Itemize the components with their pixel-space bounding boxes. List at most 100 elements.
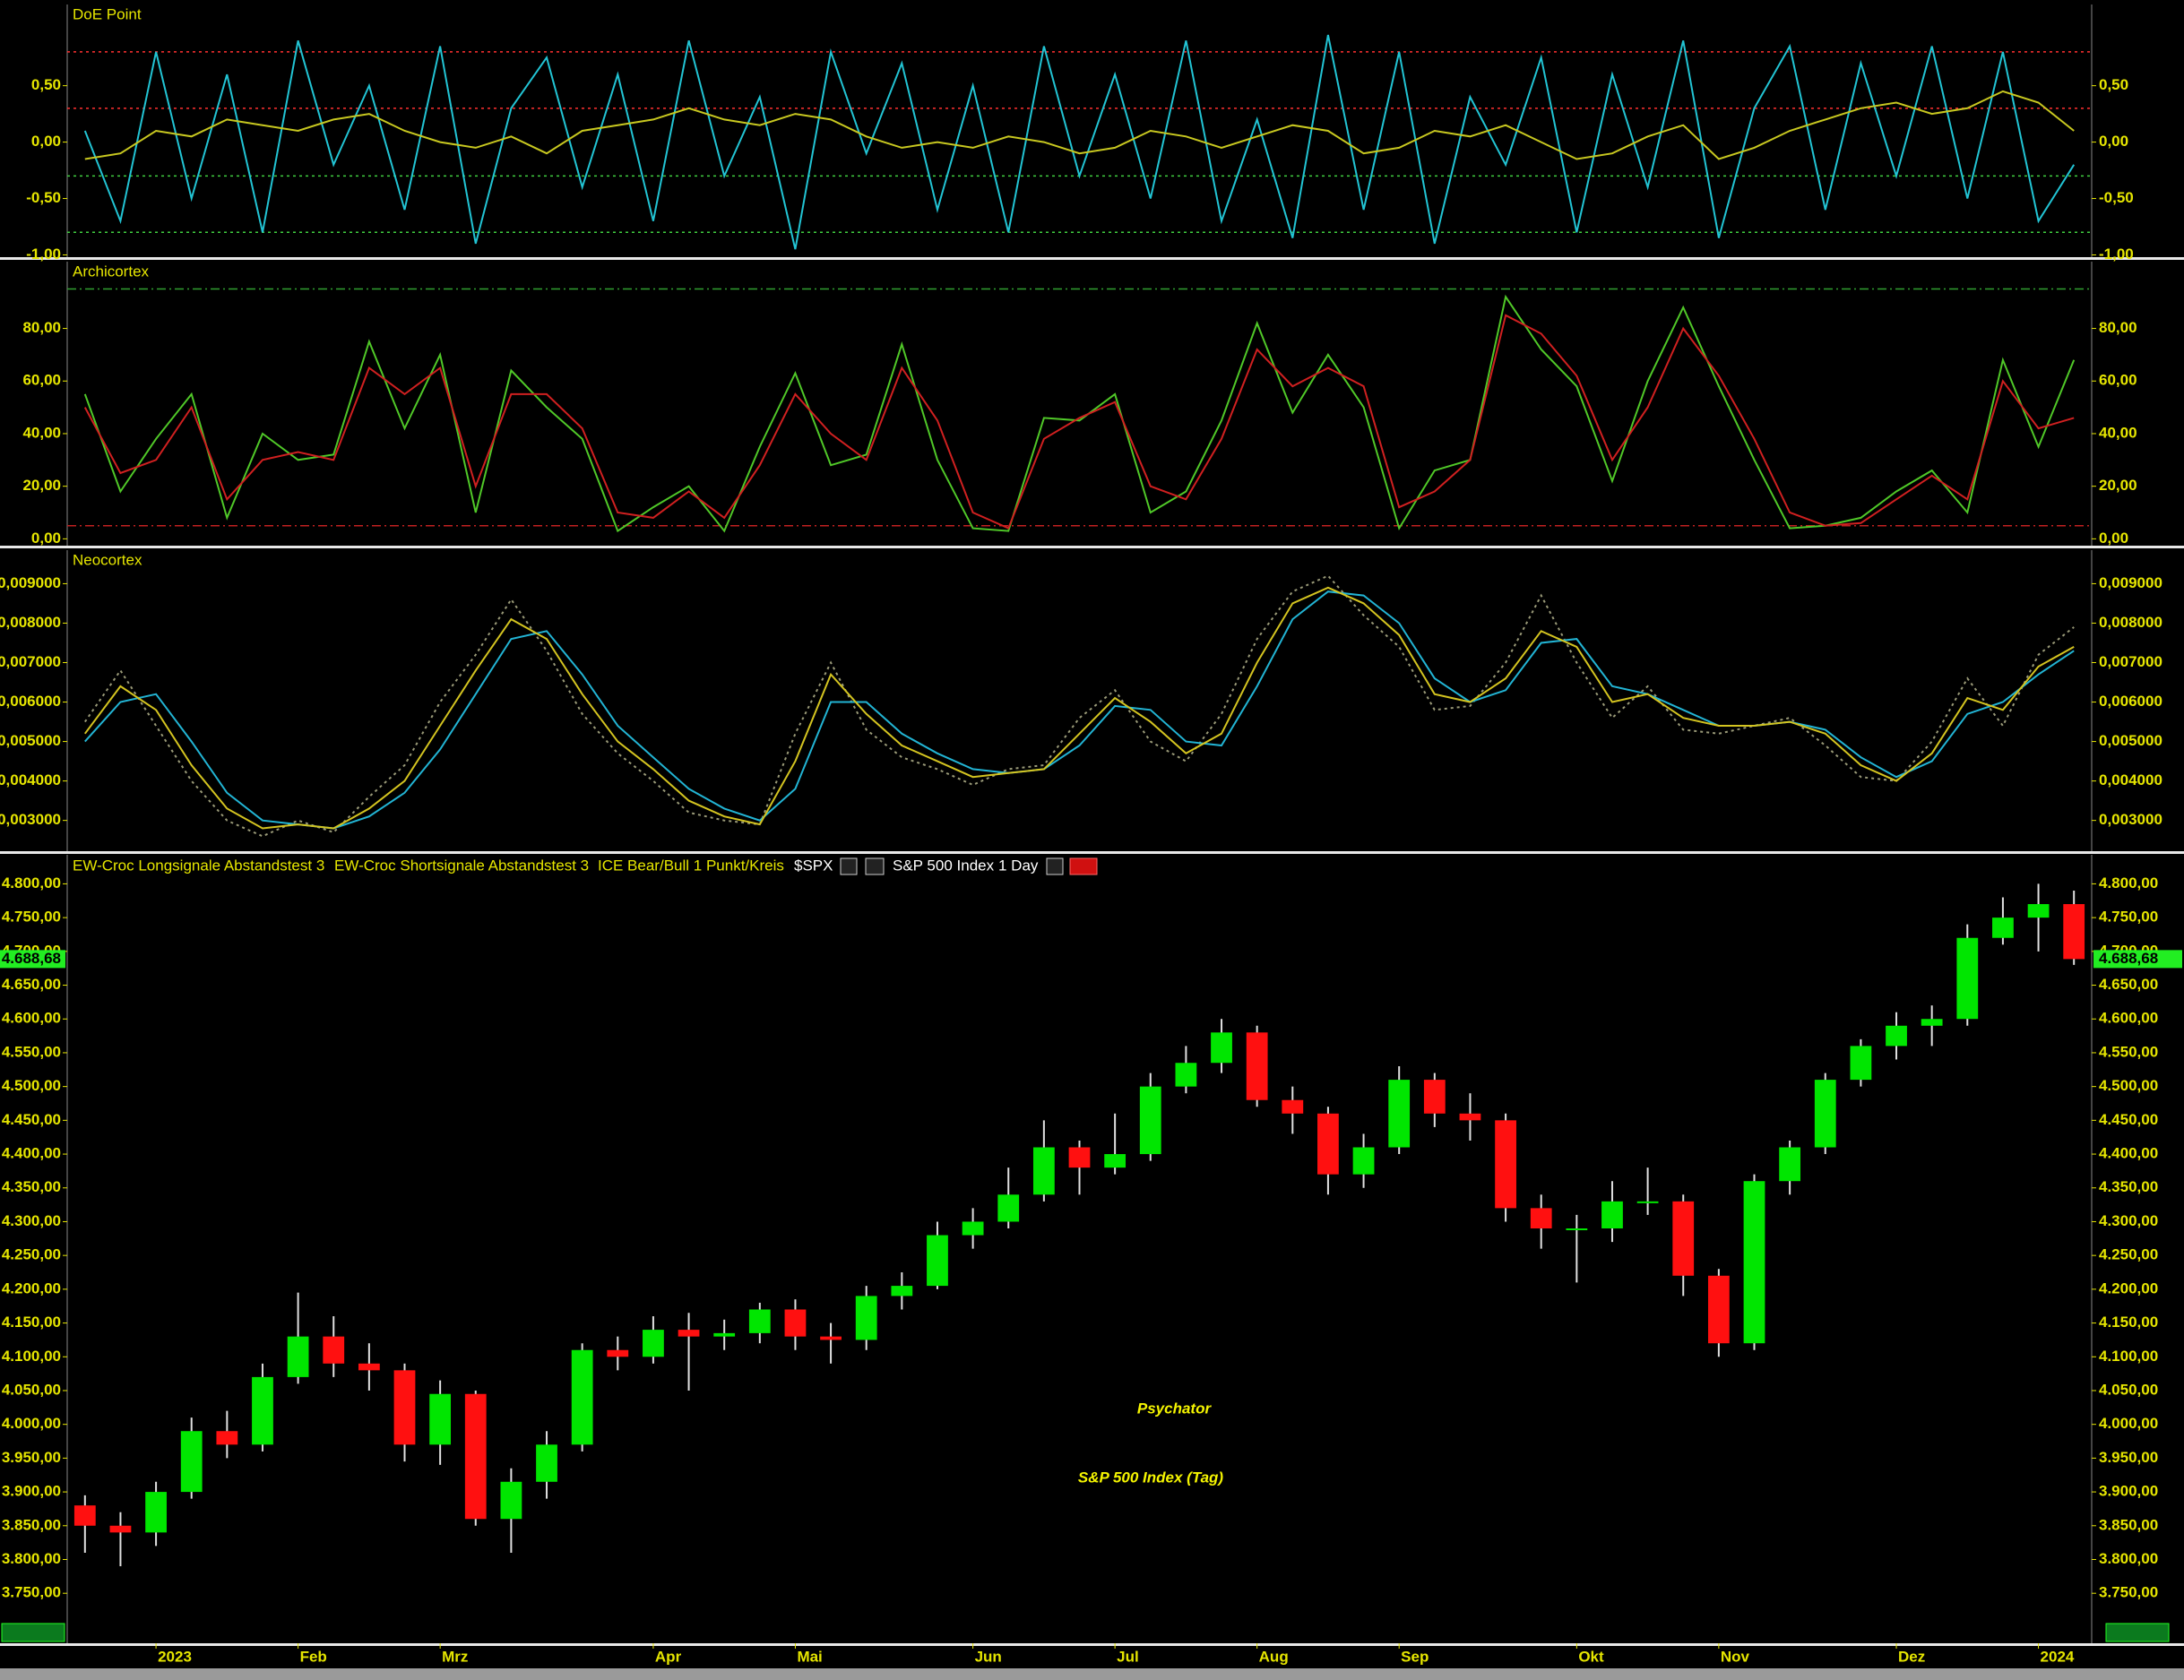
x-tick-label: Mrz (442, 1648, 468, 1665)
y-tick-label: 4.000,00 (2099, 1415, 2158, 1432)
scrollbar (0, 1668, 2184, 1680)
candle-body (713, 1332, 736, 1337)
dropdown[interactable] (865, 857, 885, 875)
panel-title: DoE Point (73, 5, 142, 22)
candle-body (643, 1330, 664, 1357)
candle-body (287, 1336, 309, 1377)
candle-body (1743, 1181, 1765, 1344)
series-line (83, 586, 2075, 830)
y-tick-label: 0,005000 (0, 732, 61, 749)
x-tick-label: 2023 (158, 1648, 192, 1665)
candle-body (1672, 1201, 1695, 1276)
y-tick-label: 0,00 (31, 530, 61, 547)
candle-body (2063, 904, 2085, 960)
candle-body (1779, 1147, 1801, 1182)
candle-body (73, 1505, 96, 1526)
x-tick-label: Apr (655, 1648, 682, 1665)
candle-body (678, 1330, 700, 1337)
panel-title: Archicortex (73, 263, 150, 280)
candle-body (109, 1525, 132, 1533)
candle-body (1352, 1147, 1375, 1175)
y-tick-label: 4.550,00 (2099, 1043, 2158, 1060)
y-tick-label: 4.650,00 (2, 976, 61, 993)
price-tag (0, 950, 65, 969)
y-tick-label: 3.750,00 (2, 1584, 61, 1601)
y-tick-label: 4.150,00 (2099, 1314, 2158, 1331)
candle-body (1495, 1120, 1516, 1209)
candle-body (1211, 1032, 1232, 1064)
button[interactable] (1069, 857, 1098, 875)
y-tick-label: 20,00 (22, 477, 61, 494)
y-tick-label: 0,006000 (2099, 693, 2162, 710)
y-tick-label: 4.600,00 (2, 1010, 61, 1027)
y-tick-label: 4.300,00 (2099, 1212, 2158, 1229)
annotation: Psychator (1137, 1400, 1213, 1417)
legend-item: EW-Croc Shortsignale Abstandstest 3 (334, 857, 589, 874)
price-tag-label: 4.688,68 (2099, 950, 2158, 967)
x-tick-label: Okt (1578, 1648, 1604, 1665)
y-tick-label: 40,00 (22, 424, 61, 441)
y-tick-label: 3.900,00 (2, 1483, 61, 1500)
y-tick-label: -1,00 (26, 246, 61, 263)
y-tick-label: 80,00 (22, 319, 61, 336)
y-tick-label: 0,50 (2099, 76, 2128, 93)
y-tick-label: 3.750,00 (2099, 1584, 2158, 1601)
candle-body (891, 1286, 913, 1297)
x-tick-label: Feb (300, 1648, 327, 1665)
y-tick-label: 40,00 (2099, 424, 2137, 441)
y-tick-label: 0,00 (2099, 133, 2128, 150)
status-box (1, 1623, 65, 1642)
candle-body (607, 1349, 629, 1357)
y-tick-label: 0,007000 (2099, 653, 2162, 670)
y-tick-label: 3.800,00 (2099, 1550, 2158, 1567)
candle-body (429, 1393, 452, 1445)
y-tick-label: 80,00 (2099, 319, 2137, 336)
candle-body (1282, 1099, 1304, 1114)
y-tick-label: 4.450,00 (2099, 1111, 2158, 1128)
candle-body (1636, 1201, 1659, 1203)
price-tag-label: 4.688,68 (2, 950, 61, 967)
y-tick-label: 0,00 (2099, 530, 2128, 547)
legend-item: ICE Bear/Bull 1 Punkt/Kreis (598, 857, 784, 874)
y-tick-label: 0,009000 (0, 574, 61, 591)
y-tick-label: 0,004000 (2099, 771, 2162, 788)
y-tick-label: 3.950,00 (2099, 1449, 2158, 1466)
candle-body (820, 1336, 842, 1340)
y-tick-label: 4.750,00 (2, 909, 61, 926)
y-tick-label: 4.600,00 (2099, 1010, 2158, 1027)
y-tick-label: 4.150,00 (2, 1314, 61, 1331)
y-tick-label: 0,50 (31, 76, 61, 93)
candle-body (1707, 1275, 1730, 1344)
series-line (83, 574, 2075, 838)
dropdown[interactable] (840, 857, 858, 875)
y-tick-label: 3.800,00 (2, 1550, 61, 1567)
candle-body (2027, 904, 2050, 918)
x-tick-label: Aug (1259, 1648, 1289, 1665)
candle-body (1921, 1019, 1943, 1026)
candle-body (1032, 1147, 1055, 1195)
candle-body (500, 1481, 522, 1520)
y-tick-label: 4.000,00 (2, 1415, 61, 1432)
candle-body (962, 1221, 984, 1236)
y-tick-label: 4.750,00 (2099, 909, 2158, 926)
status-box (2105, 1623, 2170, 1642)
series-line (83, 294, 2076, 533)
y-tick-label: 0,008000 (2099, 614, 2162, 631)
dropdown[interactable] (1046, 857, 1064, 875)
candle-body (1601, 1201, 1623, 1229)
y-tick-label: 0,004000 (0, 771, 61, 788)
y-tick-label: 0,003000 (2099, 811, 2162, 828)
instrument: S&P 500 Index (893, 857, 995, 874)
y-tick-label: 4.200,00 (2, 1279, 61, 1297)
y-tick-label: 60,00 (2099, 372, 2137, 389)
y-tick-label: 4.050,00 (2099, 1381, 2158, 1398)
candle-body (464, 1393, 487, 1520)
candle-body (784, 1309, 807, 1337)
y-tick-label: 4.350,00 (2, 1178, 61, 1195)
candle-body (571, 1349, 593, 1445)
candle-body (1530, 1208, 1552, 1229)
candle-body (748, 1309, 771, 1333)
y-tick-label: 4.100,00 (2099, 1348, 2158, 1365)
y-tick-label: 4.100,00 (2, 1348, 61, 1365)
candle-body (393, 1370, 416, 1445)
